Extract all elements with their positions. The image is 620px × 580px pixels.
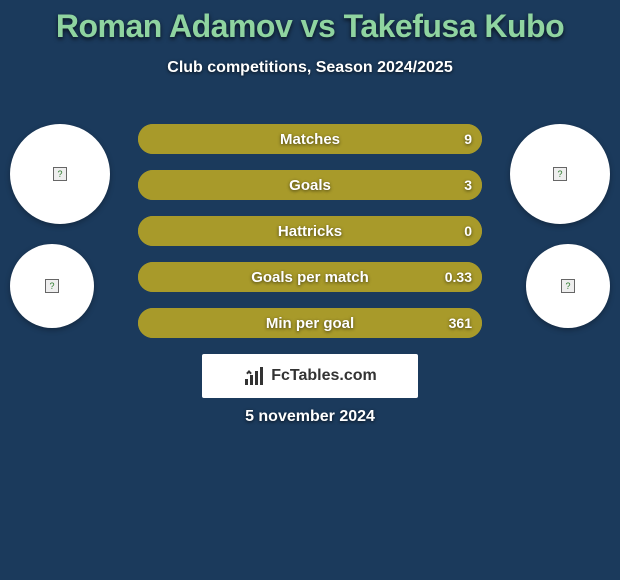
player2-avatar-secondary: ? [526, 244, 610, 328]
stat-bar-row: Goals per match0.33 [138, 262, 482, 292]
stat-bar-label: Hattricks [138, 216, 482, 246]
image-placeholder-icon: ? [45, 279, 59, 293]
page-title: Roman Adamov vs Takefusa Kubo [0, 0, 620, 45]
date-label: 5 november 2024 [0, 408, 620, 426]
stat-bar-label: Goals [138, 170, 482, 200]
stat-bar-value-right: 0 [454, 216, 482, 246]
image-placeholder-icon: ? [561, 279, 575, 293]
chart-icon [243, 367, 265, 385]
stat-bar-value-right: 0.33 [435, 262, 482, 292]
source-logo: FcTables.com [202, 354, 418, 398]
stat-bar-row: Goals3 [138, 170, 482, 200]
stat-bar-value-right: 9 [454, 124, 482, 154]
stat-bar-row: Hattricks0 [138, 216, 482, 246]
player2-avatar-primary: ? [510, 124, 610, 224]
stat-bar-label: Min per goal [138, 308, 482, 338]
stat-bars: Matches9Goals3Hattricks0Goals per match0… [138, 124, 482, 354]
stat-bar-label: Matches [138, 124, 482, 154]
image-placeholder-icon: ? [553, 167, 567, 181]
stat-bar-label: Goals per match [138, 262, 482, 292]
stat-bar-row: Min per goal361 [138, 308, 482, 338]
player1-avatar-secondary: ? [10, 244, 94, 328]
image-placeholder-icon: ? [53, 167, 67, 181]
stat-bar-value-right: 3 [454, 170, 482, 200]
right-avatars: ? ? [510, 124, 610, 328]
stat-bar-row: Matches9 [138, 124, 482, 154]
source-logo-text: FcTables.com [271, 367, 377, 385]
player1-avatar-primary: ? [10, 124, 110, 224]
stat-bar-value-right: 361 [439, 308, 482, 338]
subtitle: Club competitions, Season 2024/2025 [0, 59, 620, 77]
left-avatars: ? ? [10, 124, 110, 328]
